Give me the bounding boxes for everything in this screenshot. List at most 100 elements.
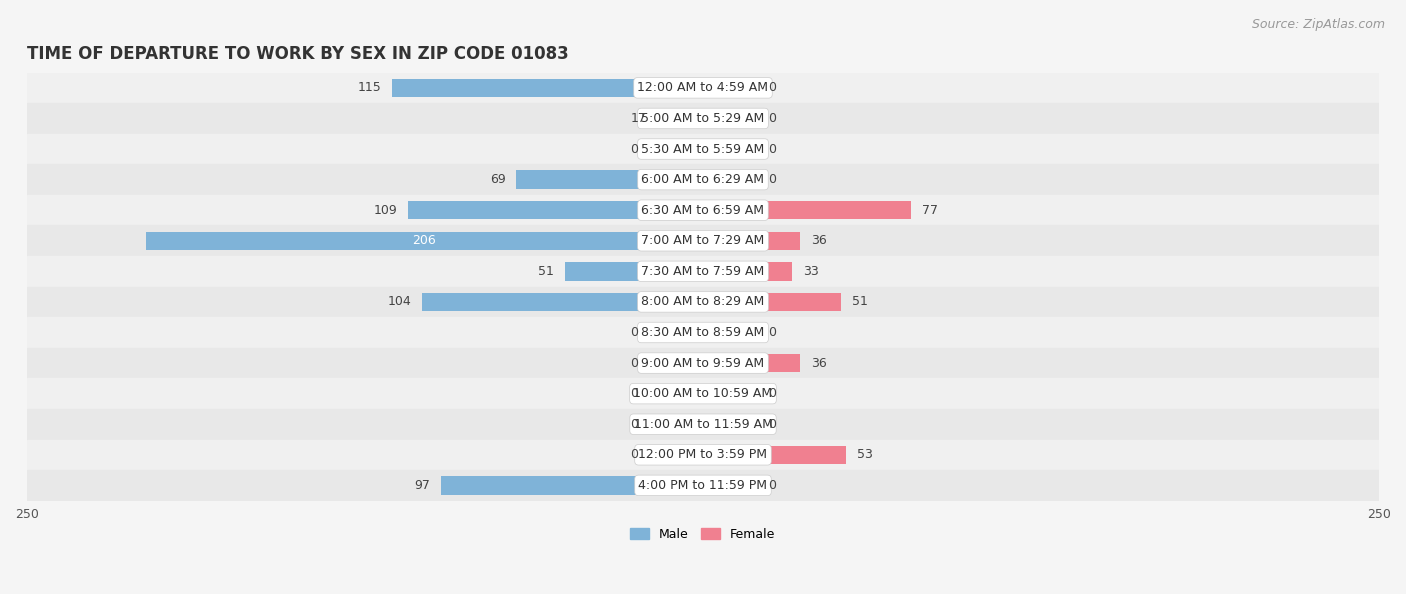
- Bar: [146, 232, 703, 250]
- Bar: [703, 262, 756, 280]
- Text: 69: 69: [489, 173, 506, 186]
- Bar: [703, 446, 846, 464]
- Bar: [703, 293, 841, 311]
- Text: 0: 0: [768, 143, 776, 156]
- Text: 8:00 AM to 8:29 AM: 8:00 AM to 8:29 AM: [641, 295, 765, 308]
- Bar: [650, 140, 703, 158]
- Text: 17: 17: [630, 112, 647, 125]
- Bar: [650, 476, 703, 495]
- Bar: [516, 170, 703, 189]
- Bar: [650, 354, 703, 372]
- Text: 0: 0: [768, 173, 776, 186]
- Text: 206: 206: [412, 234, 436, 247]
- Bar: [703, 170, 756, 189]
- Bar: [27, 287, 1379, 317]
- Bar: [650, 109, 703, 128]
- Text: 0: 0: [630, 143, 638, 156]
- Bar: [703, 293, 756, 311]
- Bar: [27, 378, 1379, 409]
- Text: 8:30 AM to 8:59 AM: 8:30 AM to 8:59 AM: [641, 326, 765, 339]
- Bar: [27, 226, 1379, 256]
- Bar: [27, 72, 1379, 103]
- Text: 7:00 AM to 7:29 AM: 7:00 AM to 7:29 AM: [641, 234, 765, 247]
- Bar: [703, 446, 756, 464]
- Bar: [440, 476, 703, 495]
- Text: 5:00 AM to 5:29 AM: 5:00 AM to 5:29 AM: [641, 112, 765, 125]
- Bar: [650, 170, 703, 189]
- Text: 0: 0: [630, 356, 638, 369]
- Bar: [27, 256, 1379, 287]
- Text: 115: 115: [357, 81, 381, 94]
- Bar: [703, 354, 800, 372]
- Bar: [27, 103, 1379, 134]
- Bar: [703, 232, 800, 250]
- Bar: [650, 201, 703, 219]
- Text: 0: 0: [768, 387, 776, 400]
- Bar: [650, 78, 703, 97]
- Bar: [650, 446, 703, 464]
- Text: 36: 36: [811, 356, 827, 369]
- Bar: [703, 78, 756, 97]
- Text: 0: 0: [768, 418, 776, 431]
- Bar: [703, 201, 756, 219]
- Bar: [650, 415, 703, 434]
- Text: 53: 53: [858, 448, 873, 462]
- Text: 9:00 AM to 9:59 AM: 9:00 AM to 9:59 AM: [641, 356, 765, 369]
- Bar: [408, 201, 703, 219]
- Text: 51: 51: [538, 265, 554, 278]
- Text: TIME OF DEPARTURE TO WORK BY SEX IN ZIP CODE 01083: TIME OF DEPARTURE TO WORK BY SEX IN ZIP …: [27, 45, 568, 63]
- Bar: [650, 232, 703, 250]
- Bar: [650, 323, 703, 342]
- Text: 0: 0: [768, 112, 776, 125]
- Bar: [27, 134, 1379, 165]
- Bar: [703, 232, 756, 250]
- Text: 109: 109: [374, 204, 398, 217]
- Bar: [650, 384, 703, 403]
- Text: 10:00 AM to 10:59 AM: 10:00 AM to 10:59 AM: [634, 387, 772, 400]
- Text: 11:00 AM to 11:59 AM: 11:00 AM to 11:59 AM: [634, 418, 772, 431]
- Text: Source: ZipAtlas.com: Source: ZipAtlas.com: [1251, 18, 1385, 31]
- Bar: [650, 262, 703, 280]
- Bar: [27, 195, 1379, 226]
- Bar: [27, 440, 1379, 470]
- Bar: [27, 317, 1379, 347]
- Bar: [657, 109, 703, 128]
- Bar: [703, 323, 756, 342]
- Bar: [392, 78, 703, 97]
- Text: 0: 0: [768, 479, 776, 492]
- Bar: [650, 293, 703, 311]
- Bar: [703, 384, 756, 403]
- Text: 6:00 AM to 6:29 AM: 6:00 AM to 6:29 AM: [641, 173, 765, 186]
- Text: 104: 104: [387, 295, 411, 308]
- Bar: [703, 201, 911, 219]
- Bar: [703, 262, 792, 280]
- Bar: [27, 409, 1379, 440]
- Text: 77: 77: [922, 204, 938, 217]
- Text: 97: 97: [413, 479, 430, 492]
- Bar: [27, 347, 1379, 378]
- Text: 6:30 AM to 6:59 AM: 6:30 AM to 6:59 AM: [641, 204, 765, 217]
- Text: 0: 0: [630, 418, 638, 431]
- Bar: [27, 470, 1379, 501]
- Bar: [703, 415, 756, 434]
- Legend: Male, Female: Male, Female: [626, 523, 780, 546]
- Text: 0: 0: [630, 326, 638, 339]
- Bar: [27, 165, 1379, 195]
- Bar: [422, 293, 703, 311]
- Text: 0: 0: [630, 448, 638, 462]
- Text: 51: 51: [852, 295, 868, 308]
- Text: 0: 0: [768, 81, 776, 94]
- Text: 12:00 AM to 4:59 AM: 12:00 AM to 4:59 AM: [637, 81, 769, 94]
- Text: 36: 36: [811, 234, 827, 247]
- Bar: [565, 262, 703, 280]
- Text: 7:30 AM to 7:59 AM: 7:30 AM to 7:59 AM: [641, 265, 765, 278]
- Bar: [703, 109, 756, 128]
- Text: 33: 33: [803, 265, 818, 278]
- Bar: [703, 354, 756, 372]
- Text: 12:00 PM to 3:59 PM: 12:00 PM to 3:59 PM: [638, 448, 768, 462]
- Text: 5:30 AM to 5:59 AM: 5:30 AM to 5:59 AM: [641, 143, 765, 156]
- Text: 0: 0: [630, 387, 638, 400]
- Bar: [703, 140, 756, 158]
- Text: 4:00 PM to 11:59 PM: 4:00 PM to 11:59 PM: [638, 479, 768, 492]
- Text: 0: 0: [768, 326, 776, 339]
